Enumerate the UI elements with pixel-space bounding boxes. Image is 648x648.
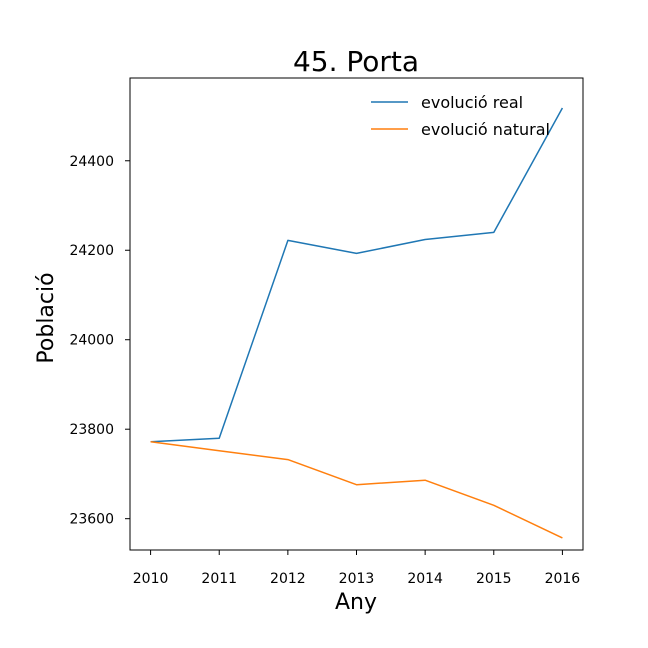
legend-label-2: evolució natural [421, 120, 550, 139]
x-tick-label: 2012 [270, 571, 306, 587]
x-tick-label: 2013 [339, 571, 375, 587]
y-tick-label: 23800 [69, 422, 114, 438]
series-line-1 [150, 107, 564, 443]
legend-label-1: evolució real [421, 93, 523, 112]
plot-area: 2010 2011 2012 2013 2014 2015 2016 23600238002… [69, 77, 584, 587]
x-tick-label: 2010 [133, 571, 169, 587]
y-axis-label: Població [34, 272, 59, 363]
y-tick-label: 24400 [69, 154, 114, 170]
x-tick-label: 2014 [407, 571, 443, 587]
plot-frame [129, 77, 584, 551]
x-tick-label: 2011 [201, 571, 237, 587]
y-tick-label: 24200 [69, 243, 114, 259]
y-tick-label: 24000 [69, 333, 114, 349]
x-tick-label: 2015 [476, 571, 512, 587]
y-axis: 23600 23800 24000 24200 24400 [69, 154, 130, 528]
x-axis-label: Any [335, 590, 377, 615]
chart-title: 45. Porta [293, 45, 419, 78]
y-tick-label: 23600 [69, 512, 114, 528]
x-axis: 2010 2011 2012 2013 2014 2015 2016 [133, 550, 581, 587]
series-lines [150, 107, 564, 539]
legend: evolució real evolució natural [371, 93, 550, 139]
x-tick-label: 2016 [545, 571, 581, 587]
series-line-2 [150, 440, 563, 539]
